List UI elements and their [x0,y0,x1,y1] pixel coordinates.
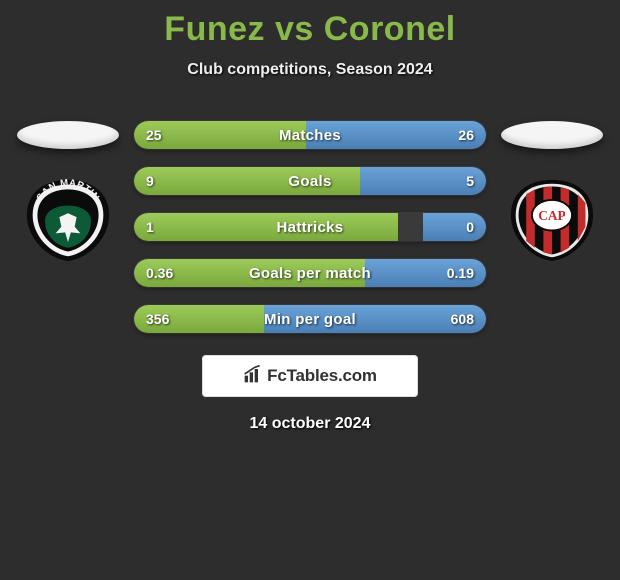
bar-chart-icon [243,364,263,389]
brand-text: FcTables.com [267,366,377,386]
team-crest-left: SAN MARTIN [20,177,116,263]
stat-row: 10Hattricks [134,213,486,241]
stats-column: 2526Matches 95Goals 10Hattricks 0.360.19Goa… [134,121,486,333]
main-row: SAN MARTIN 2526Matches 95Goals 10Hattricks… [0,121,620,333]
stat-row: 2526Matches [134,121,486,149]
title-player-right: Coronel [324,10,456,48]
comparison-card: Funez vs Coronel Club competitions, Seas… [0,0,620,433]
stat-row: 95Goals [134,167,486,195]
svg-text:CAP: CAP [538,208,565,223]
country-flag-left [17,121,119,149]
title-vs: vs [275,10,314,48]
team-crest-right: CAP [504,177,600,263]
stat-label: Goals [134,167,486,195]
stat-row: 356608Min per goal [134,305,486,333]
right-side: CAP [492,121,612,263]
title-player-left: Funez [164,10,265,48]
stat-label: Min per goal [134,305,486,333]
page-title: Funez vs Coronel [0,10,620,49]
stat-label: Hattricks [134,213,486,241]
stat-label: Matches [134,121,486,149]
stat-label: Goals per match [134,259,486,287]
brand-badge[interactable]: FcTables.com [202,355,418,397]
country-flag-right [501,121,603,149]
date-label: 14 october 2024 [0,415,620,433]
left-side: SAN MARTIN [8,121,128,263]
stat-row: 0.360.19Goals per match [134,259,486,287]
subtitle: Club competitions, Season 2024 [0,61,620,79]
